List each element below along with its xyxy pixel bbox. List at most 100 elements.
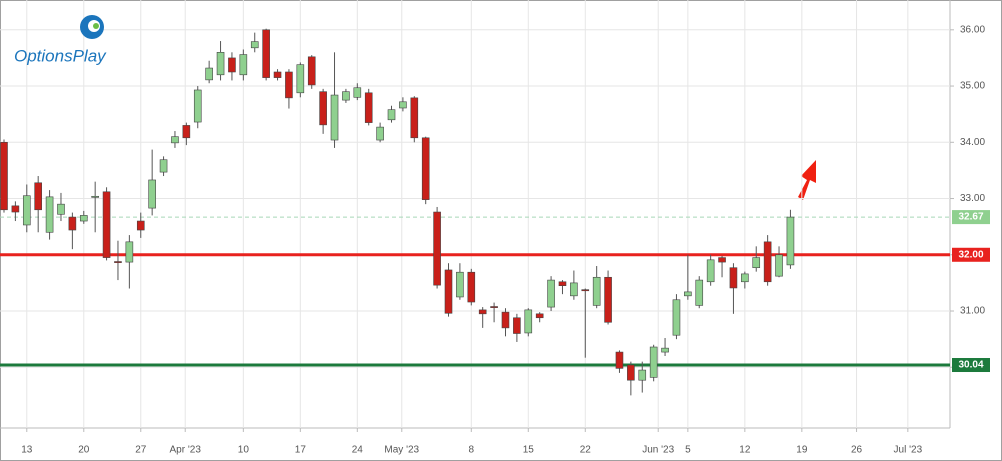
- candle-body: [627, 364, 635, 381]
- candle-body: [547, 279, 555, 308]
- x-tick-label: 12: [739, 445, 751, 456]
- candle-body: [752, 257, 761, 269]
- price-tag: [952, 247, 990, 262]
- price-tag: [952, 358, 990, 373]
- price-tag-label: 32.00: [958, 249, 983, 260]
- candle-body: [148, 179, 156, 209]
- x-tick-label: 26: [851, 445, 863, 456]
- y-tick-label: 36.00: [960, 24, 985, 35]
- candle-body: [114, 261, 122, 263]
- y-tick-label: 33.00: [960, 193, 985, 204]
- candle-body: [684, 291, 692, 297]
- candle-body: [57, 203, 65, 215]
- candle-body: [604, 276, 612, 323]
- x-tick-label: 19: [796, 445, 808, 456]
- candle-body: [159, 159, 168, 173]
- candle-body: [250, 41, 259, 49]
- candle-body: [239, 54, 248, 76]
- candle-body: [524, 309, 533, 334]
- candle-body: [775, 254, 783, 277]
- candle-body: [68, 216, 77, 231]
- x-tick-label: Jul '23: [894, 445, 923, 456]
- x-tick-label: 20: [78, 445, 90, 456]
- y-tick-label: 34.00: [960, 137, 985, 148]
- candle-body: [342, 91, 350, 101]
- candle-body: [102, 191, 111, 258]
- candle-body: [319, 91, 327, 126]
- candle-body: [125, 241, 134, 263]
- candle-body: [718, 257, 726, 263]
- candle-body: [136, 220, 145, 231]
- candle-body: [615, 351, 624, 369]
- price-tag: [952, 210, 990, 225]
- candle-body: [490, 306, 498, 308]
- candle-body: [228, 57, 236, 73]
- candle-body: [570, 282, 578, 297]
- candle-body: [34, 182, 42, 211]
- candle-body: [592, 276, 601, 306]
- x-tick-label: 17: [295, 445, 307, 456]
- candle-body: [364, 92, 373, 123]
- candle-body: [638, 369, 647, 381]
- candle-body: [478, 309, 487, 315]
- x-tick-label: 10: [238, 445, 250, 456]
- candle-body: [661, 347, 669, 353]
- candle-body: [399, 101, 407, 109]
- candle-body: [649, 346, 658, 378]
- x-tick-label: Jun '23: [642, 445, 674, 456]
- candle-body: [11, 205, 20, 213]
- candle-body: [467, 271, 476, 303]
- candle-body: [535, 313, 544, 319]
- x-tick-label: 5: [685, 445, 691, 456]
- arrow: [798, 160, 816, 200]
- candle-body: [307, 56, 316, 86]
- candle-body: [421, 137, 430, 200]
- candle-body: [456, 271, 464, 298]
- y-tick-label: 35.00: [960, 81, 985, 92]
- x-tick-label: 22: [580, 445, 592, 456]
- x-tick-label: 15: [523, 445, 535, 456]
- candle-body: [444, 269, 453, 314]
- y-tick-label: 31.00: [960, 306, 985, 317]
- candle-body: [581, 289, 590, 292]
- x-tick-label: Apr '23: [170, 445, 202, 456]
- candle-body: [22, 195, 31, 226]
- price-tag-label: 32.67: [958, 212, 983, 223]
- candle-body: [182, 125, 191, 139]
- candle-body: [695, 279, 704, 306]
- candle-body: [296, 64, 305, 94]
- logo: OptionsPlay: [14, 15, 107, 65]
- candle-body: [353, 87, 362, 98]
- candle-body: [387, 109, 396, 121]
- candle-body: [763, 241, 772, 283]
- x-tick-label: 13: [21, 445, 33, 456]
- candle-body: [0, 141, 8, 211]
- x-tick-label: 27: [135, 445, 147, 456]
- x-tick-label: 24: [352, 445, 364, 456]
- candle-body: [558, 281, 567, 287]
- candle-body: [273, 71, 282, 78]
- candle-body: [45, 196, 54, 233]
- candle-body: [376, 126, 384, 141]
- candle-body: [216, 52, 225, 76]
- candle-body: [786, 216, 795, 266]
- candle-body: [513, 317, 521, 334]
- logo-text: OptionsPlay: [14, 46, 107, 65]
- candle-body: [79, 215, 88, 222]
- x-tick-label: 8: [469, 445, 475, 456]
- candle-body: [706, 259, 715, 283]
- price-tag-label: 30.04: [958, 360, 983, 371]
- candle-body: [262, 29, 270, 78]
- x-tick-label: May '23: [384, 445, 419, 456]
- candle-body: [433, 211, 441, 286]
- candle-body: [171, 136, 179, 144]
- candle-body: [91, 195, 99, 198]
- candle-body: [330, 94, 339, 141]
- candle-body: [672, 299, 681, 336]
- candle-body: [741, 273, 749, 283]
- candle-body: [285, 71, 293, 99]
- candle-body: [205, 67, 213, 81]
- candle-body: [410, 97, 419, 139]
